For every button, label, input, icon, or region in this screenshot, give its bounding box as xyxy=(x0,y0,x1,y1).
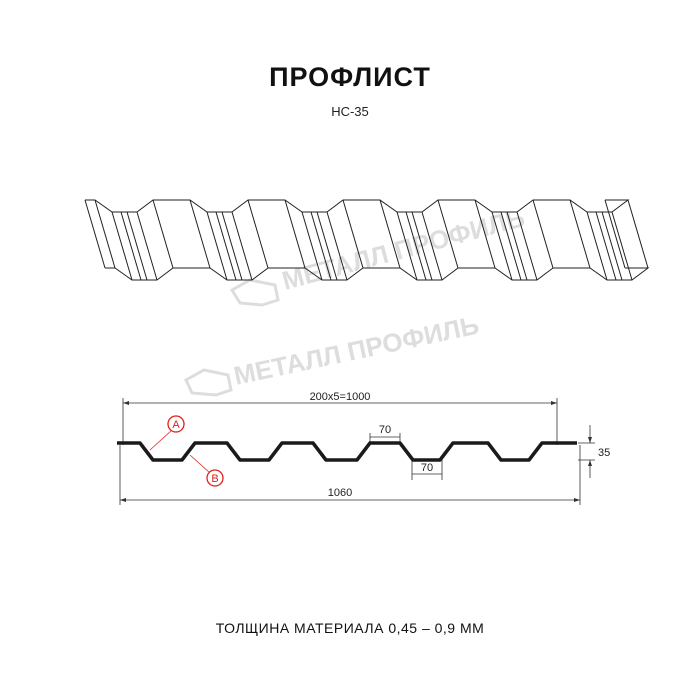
svg-text:МЕТАЛЛ ПРОФИЛЬ: МЕТАЛЛ ПРОФИЛЬ xyxy=(231,310,482,391)
sheet-fold-line xyxy=(437,199,459,269)
sheet-fold-line xyxy=(474,199,496,269)
watermark-logo-top: МЕТАЛЛ ПРОФИЛЬ xyxy=(229,202,528,307)
watermark-logo-bottom: МЕТАЛЛ ПРОФИЛЬ xyxy=(184,310,482,397)
sheet-stiffener-line xyxy=(120,211,142,281)
marker-b: B xyxy=(189,454,224,487)
marker-a: A xyxy=(149,415,185,451)
sheet-stiffener-line xyxy=(506,211,528,281)
sheet-stiffener-line xyxy=(405,211,427,281)
dim-trough-width: 70 xyxy=(421,462,433,474)
sheet-stiffener-line xyxy=(411,211,433,281)
sheet-fold-line xyxy=(206,211,228,281)
page-title: ПРОФЛИСТ xyxy=(269,62,431,92)
sheet-fold-line xyxy=(421,211,443,281)
dimension-arrows xyxy=(120,401,592,502)
sheet-fold-line xyxy=(152,199,174,269)
dim-crest-width: 70 xyxy=(379,424,391,436)
profile-model: НС-35 xyxy=(331,104,369,119)
sheet-edge xyxy=(105,267,650,281)
svg-text:B: B xyxy=(211,473,218,485)
dim-pitch-total: 200х5=1000 xyxy=(310,391,371,403)
sheet-edge xyxy=(85,199,630,213)
sheet-stiffener-line xyxy=(215,211,237,281)
dim-total-width: 1060 xyxy=(328,487,352,499)
sheet-fold-line xyxy=(189,199,211,269)
sheet-fold-line xyxy=(604,199,626,269)
sheet-stiffener-line xyxy=(316,211,338,281)
sheet-stiffener-line xyxy=(310,211,332,281)
sheet-fold-line xyxy=(84,199,106,269)
profile-cross-section xyxy=(117,441,577,462)
svg-text:A: A xyxy=(172,419,180,431)
sheet-fold-line xyxy=(136,211,158,281)
sheet-fold-line xyxy=(379,199,401,269)
sheet-fold-line xyxy=(396,211,418,281)
sheet-fold-line xyxy=(516,211,538,281)
sheet-fold-line xyxy=(247,199,269,269)
sheet-stiffener-line xyxy=(221,211,243,281)
dim-height: 35 xyxy=(598,447,610,459)
sheet-stiffener-line xyxy=(601,211,623,281)
sheet-fold-line xyxy=(627,199,649,269)
sheet-fold-line xyxy=(586,211,608,281)
sheet-fold-line xyxy=(326,211,348,281)
sheet-fold-line xyxy=(111,211,133,281)
sheet-fold-line xyxy=(532,199,554,269)
sheet-stiffener-line xyxy=(126,211,148,281)
sheet-fold-line xyxy=(231,211,253,281)
material-thickness: ТОЛЩИНА МАТЕРИАЛА 0,45 – 0,9 ММ xyxy=(215,620,485,636)
sheet-fold-line xyxy=(284,199,306,269)
sheet-stiffener-line xyxy=(500,211,522,281)
sheet-stiffener-line xyxy=(595,211,617,281)
sheet-fold-line xyxy=(611,211,633,281)
sheet-fold-line xyxy=(94,199,116,269)
sheet-fold-line xyxy=(301,211,323,281)
sheet-fold-line xyxy=(342,199,364,269)
sheet-fold-line xyxy=(569,199,591,269)
dimension-lines xyxy=(119,398,595,505)
sheet-fold-line xyxy=(491,211,513,281)
svg-text:МЕТАЛЛ ПРОФИЛЬ: МЕТАЛЛ ПРОФИЛЬ xyxy=(279,202,528,296)
sheet-3d-view xyxy=(84,199,650,281)
